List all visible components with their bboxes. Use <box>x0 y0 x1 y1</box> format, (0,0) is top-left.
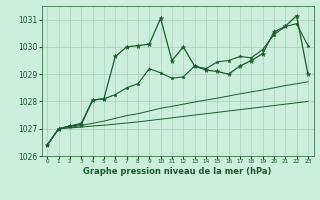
X-axis label: Graphe pression niveau de la mer (hPa): Graphe pression niveau de la mer (hPa) <box>84 167 272 176</box>
